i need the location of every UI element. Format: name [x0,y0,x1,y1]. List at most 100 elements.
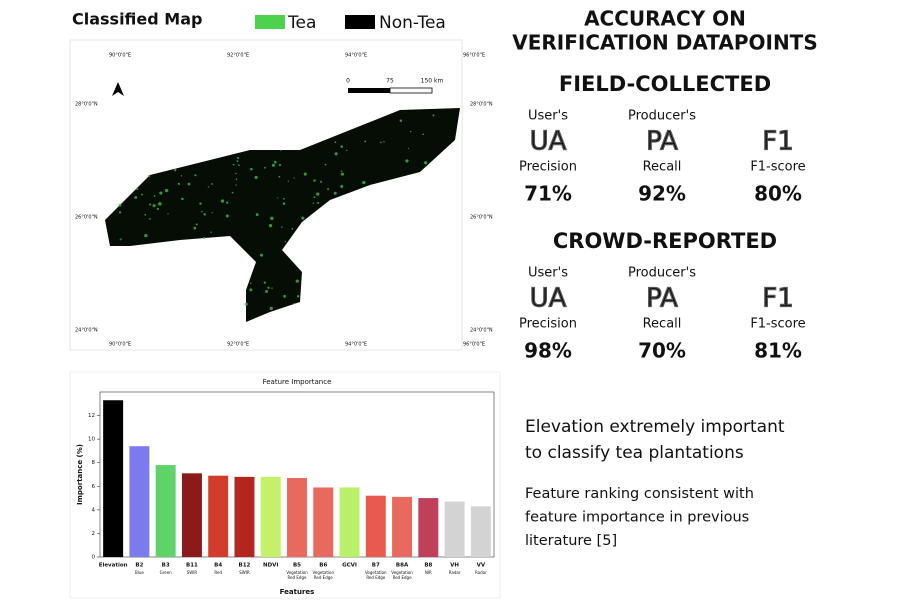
vegetation-dot [291,228,294,230]
x-tick-sublabel: Vegetation Red Edge [312,570,334,580]
note-line: Feature ranking consistent with [525,486,754,502]
x-tick-label: B6 [319,563,327,569]
vegetation-dot [225,214,229,218]
vegetation-dot [211,183,213,185]
vegetation-dot [405,159,409,163]
x-tick-label: B4 [214,563,222,569]
vegetation-dot [333,191,337,195]
vegetation-dot [432,114,435,117]
metric-abbr: PA [646,127,678,157]
scale-label: 75 [386,78,394,85]
scale-label: 0 [346,78,350,85]
metric-abbr: F1 [762,284,794,314]
map-region [105,108,460,322]
vegetation-dot [284,240,287,243]
bar [313,487,334,557]
vegetation-dot [280,149,282,151]
vegetation-dot [141,193,143,196]
vegetation-dot [156,207,159,210]
metric-name: F1-score [750,160,805,175]
metric-value: 71% [524,182,572,206]
lat-label: 24°0'0"N [75,328,98,334]
vegetation-dot [119,239,122,241]
metric-name: Precision [519,317,577,332]
metric-abbr: UA [530,127,567,157]
x-tick-label: B8 [424,563,432,569]
vegetation-dot [231,191,234,194]
vegetation-dot [134,196,138,199]
north-arrow [112,82,124,96]
vegetation-dot [271,163,275,167]
y-tick-label: 10 [88,437,95,443]
metric-value: 92% [638,182,686,206]
vegetation-dot [293,177,295,179]
vegetation-dot [340,170,343,172]
bar [444,501,465,557]
vegetation-dot [422,133,425,136]
x-tick-label: B12 [239,563,251,569]
vegetation-dot [317,201,320,204]
y-tick-label: 2 [92,531,96,537]
vegetation-dot [167,213,169,215]
x-tick-label: B2 [135,563,143,569]
vegetation-dot [380,141,382,144]
metric-top: Producer's [628,266,696,281]
x-axis-label: Features [280,588,315,596]
note-line: to classify tea plantations [525,443,744,463]
x-tick-sublabel: NIR [425,570,432,575]
legend-swatch [255,15,285,29]
x-tick-label: VH [450,563,459,569]
x-tick-sublabel: Vegetation Red Edge [365,570,387,580]
bar [260,476,281,557]
vegetation-dot [313,179,316,182]
vegetation-dot [313,196,316,199]
bar [129,446,150,557]
lat-label: 26°0'0"N [470,215,493,221]
vegetation-dot [210,231,212,233]
vegetation-dot [303,172,307,176]
x-tick-label: Elevation [99,563,128,569]
legend-label: Tea [287,13,316,33]
vegetation-dot [362,180,366,185]
bar [155,465,176,557]
vegetation-dot [249,288,253,292]
vegetation-dot [293,302,295,305]
legend-swatch [345,15,375,29]
y-tick-label: 12 [88,413,95,419]
lat-label: 28°0'0"N [470,102,493,108]
bar [470,506,491,557]
vegetation-dot [144,233,148,238]
vegetation-dot [287,180,289,182]
vegetation-dot [177,182,180,185]
vegetation-dot [118,211,122,214]
vegetation-dot [250,167,253,171]
vegetation-dot [181,197,184,201]
vegetation-dot [174,168,177,172]
vegetation-dot [149,203,152,206]
bar [103,400,124,557]
vegetation-dot [194,174,197,177]
vegetation-dot [118,203,122,207]
note-line: feature importance in previous [525,510,749,526]
lat-label: 24°0'0"N [470,328,493,334]
vegetation-dot [259,253,264,257]
x-tick-sublabel: Vegetation Red Edge [391,570,413,580]
lat-label: 26°0'0"N [75,215,98,221]
vegetation-dot [159,191,163,195]
metric-abbr: F1 [762,127,794,157]
vegetation-dot [316,192,320,196]
x-tick-label: B8A [396,563,409,569]
bar [392,496,413,557]
vegetation-dot [296,294,300,298]
vegetation-dot [267,286,270,289]
bar [181,473,202,557]
vegetation-dot [120,238,122,240]
y-tick-label: 0 [92,555,96,561]
bar [365,495,386,557]
vegetation-dot [148,174,151,178]
vegetation-dot [410,130,412,133]
section-title: FIELD-COLLECTED [559,72,771,96]
note-line: literature [5] [525,533,617,549]
x-tick-label: GCVI [342,563,357,569]
